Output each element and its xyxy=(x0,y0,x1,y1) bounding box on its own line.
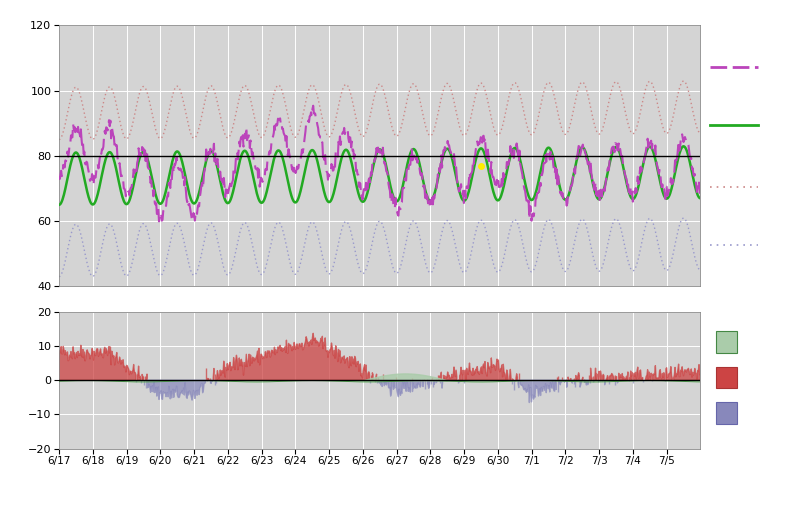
Bar xyxy=(715,367,737,388)
Bar xyxy=(715,331,737,353)
Bar xyxy=(715,402,737,424)
